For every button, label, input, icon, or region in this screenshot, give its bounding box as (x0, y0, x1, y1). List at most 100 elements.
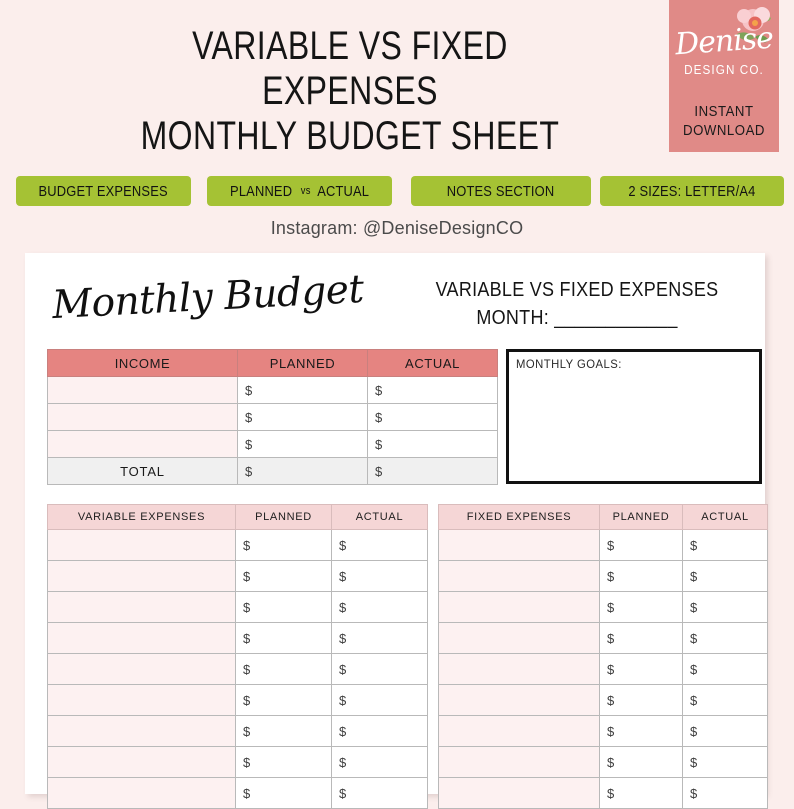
variable-row-planned[interactable]: $ (235, 715, 332, 747)
income-total-row[interactable]: TOTAL $ $ (47, 457, 498, 485)
fixed-row-actual[interactable]: $ (682, 746, 768, 778)
table-row[interactable]: $ $ (47, 376, 498, 404)
table-row[interactable]: $ $ (438, 622, 768, 654)
table-row[interactable]: $ $ (47, 684, 428, 716)
fixed-row-planned[interactable]: $ (599, 715, 683, 747)
variable-row-label[interactable] (47, 715, 236, 747)
fixed-table-body: $ $ $ $ $ $ $ $ (438, 529, 768, 809)
table-row[interactable]: $ $ (438, 591, 768, 623)
table-row[interactable]: $ $ (47, 560, 428, 592)
fixed-row-planned[interactable]: $ (599, 622, 683, 654)
variable-row-actual[interactable]: $ (331, 746, 428, 778)
sheet-subtitle: VARIABLE VS FIXED EXPENSES (435, 279, 719, 301)
income-row-label[interactable] (47, 403, 238, 431)
table-row[interactable]: $ $ (47, 403, 498, 431)
variable-row-label[interactable] (47, 529, 236, 561)
fixed-row-label[interactable] (438, 777, 600, 809)
fixed-row-planned[interactable]: $ (599, 777, 683, 809)
table-row[interactable]: $ $ (47, 715, 428, 747)
fixed-row-label[interactable] (438, 591, 600, 623)
monthly-goals-box[interactable]: MONTHLY GOALS: (506, 349, 762, 484)
income-table: INCOME PLANNED ACTUAL $ $ $ $ (47, 349, 498, 485)
fixed-row-label[interactable] (438, 715, 600, 747)
fixed-row-actual[interactable]: $ (682, 560, 768, 592)
variable-row-label[interactable] (47, 684, 236, 716)
variable-row-planned[interactable]: $ (235, 591, 332, 623)
variable-row-actual[interactable]: $ (331, 529, 428, 561)
fixed-row-planned[interactable]: $ (599, 591, 683, 623)
variable-row-planned[interactable]: $ (235, 560, 332, 592)
income-header-income: INCOME (47, 349, 238, 377)
income-row-label[interactable] (47, 430, 238, 458)
fixed-row-actual[interactable]: $ (682, 622, 768, 654)
income-header-planned: PLANNED (237, 349, 368, 377)
variable-row-actual[interactable]: $ (331, 777, 428, 809)
fixed-row-label[interactable] (438, 560, 600, 592)
table-row[interactable]: $ $ (47, 653, 428, 685)
table-row[interactable]: $ $ (47, 622, 428, 654)
fixed-row-label[interactable] (438, 684, 600, 716)
income-total-actual[interactable]: $ (367, 457, 498, 485)
income-row-planned[interactable]: $ (237, 376, 368, 404)
variable-row-planned[interactable]: $ (235, 777, 332, 809)
table-row[interactable]: $ $ (47, 591, 428, 623)
income-row-planned[interactable]: $ (237, 403, 368, 431)
income-row-actual[interactable]: $ (367, 430, 498, 458)
fixed-row-label[interactable] (438, 653, 600, 685)
fixed-row-label[interactable] (438, 746, 600, 778)
variable-row-label[interactable] (47, 622, 236, 654)
variable-row-planned[interactable]: $ (235, 684, 332, 716)
feature-pill-sizes: 2 SIZES: LETTER/A4 (600, 176, 784, 206)
variable-row-actual[interactable]: $ (331, 560, 428, 592)
table-row[interactable]: $ $ (438, 653, 768, 685)
variable-row-planned[interactable]: $ (235, 529, 332, 561)
fixed-row-planned[interactable]: $ (599, 560, 683, 592)
fixed-row-actual[interactable]: $ (682, 777, 768, 809)
income-row-actual[interactable]: $ (367, 376, 498, 404)
variable-row-planned[interactable]: $ (235, 653, 332, 685)
table-row[interactable]: $ $ (438, 684, 768, 716)
income-row-label[interactable] (47, 376, 238, 404)
fixed-row-planned[interactable]: $ (599, 684, 683, 716)
table-row[interactable]: $ $ (47, 529, 428, 561)
variable-row-actual[interactable]: $ (331, 622, 428, 654)
fixed-row-actual[interactable]: $ (682, 653, 768, 685)
fixed-row-label[interactable] (438, 529, 600, 561)
income-row-actual[interactable]: $ (367, 403, 498, 431)
variable-row-actual[interactable]: $ (331, 653, 428, 685)
income-total-planned[interactable]: $ (237, 457, 368, 485)
variable-row-actual[interactable]: $ (331, 684, 428, 716)
variable-header-expenses: VARIABLE EXPENSES (47, 504, 236, 530)
table-row[interactable]: $ $ (438, 715, 768, 747)
fixed-row-planned[interactable]: $ (599, 529, 683, 561)
variable-row-label[interactable] (47, 591, 236, 623)
variable-row-actual[interactable]: $ (331, 715, 428, 747)
fixed-row-label[interactable] (438, 622, 600, 654)
fixed-row-planned[interactable]: $ (599, 746, 683, 778)
table-row[interactable]: $ $ (47, 746, 428, 778)
fixed-row-actual[interactable]: $ (682, 715, 768, 747)
table-row[interactable]: $ $ (438, 777, 768, 809)
page-title-line2: MONTHLY BUDGET SHEET (140, 113, 560, 158)
variable-row-planned[interactable]: $ (235, 622, 332, 654)
variable-table-header-row: VARIABLE EXPENSES PLANNED ACTUAL (47, 504, 428, 530)
variable-row-label[interactable] (47, 653, 236, 685)
fixed-row-actual[interactable]: $ (682, 684, 768, 716)
variable-row-planned[interactable]: $ (235, 746, 332, 778)
fixed-row-actual[interactable]: $ (682, 529, 768, 561)
variable-row-label[interactable] (47, 560, 236, 592)
table-row[interactable]: $ $ (438, 746, 768, 778)
table-row[interactable]: $ $ (47, 430, 498, 458)
table-row[interactable]: $ $ (47, 777, 428, 809)
variable-row-label[interactable] (47, 777, 236, 809)
sheet-script-title: Monthly Budget (51, 266, 365, 329)
table-row[interactable]: $ $ (438, 529, 768, 561)
income-row-planned[interactable]: $ (237, 430, 368, 458)
feature-pill-label-actual: ACTUAL (317, 182, 370, 200)
fixed-row-actual[interactable]: $ (682, 591, 768, 623)
variable-row-actual[interactable]: $ (331, 591, 428, 623)
variable-row-label[interactable] (47, 746, 236, 778)
table-row[interactable]: $ $ (438, 560, 768, 592)
fixed-row-planned[interactable]: $ (599, 653, 683, 685)
page-title: VARIABLE VS FIXED EXPENSES MONTHLY BUDGE… (110, 24, 590, 158)
